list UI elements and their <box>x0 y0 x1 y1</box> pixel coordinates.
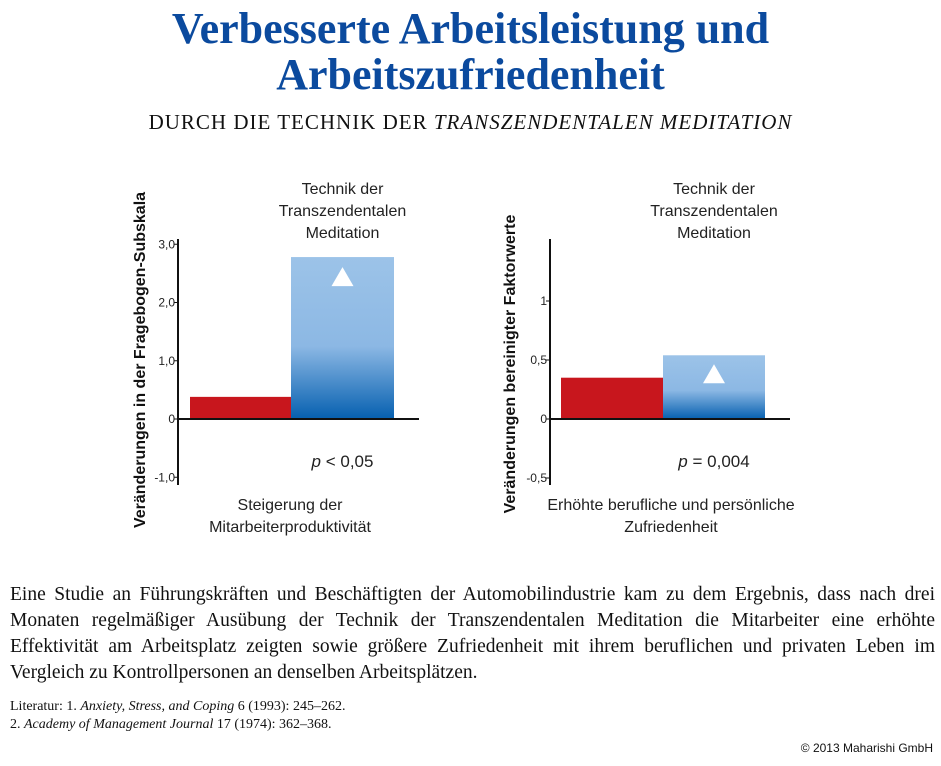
y-tick-label: 1 <box>540 294 547 308</box>
bar-control <box>561 377 663 419</box>
bar-label-line: Meditation <box>677 225 751 242</box>
y-tick-label: 0 <box>540 412 547 426</box>
x-axis-label-line: Erhöhte berufliche und persönliche <box>547 497 794 514</box>
ref2-rest: 17 (1974): 362–368. <box>213 717 332 732</box>
bar-label-line: Transzendentalen <box>279 203 407 220</box>
ref-prefix: Literatur: 1. <box>10 699 81 714</box>
title-line-2: Arbeitszufriedenheit <box>276 50 665 99</box>
ref1-title: Anxiety, Stress, and Coping <box>80 699 235 714</box>
y-tick-label: 3,0 <box>158 237 175 251</box>
bar-label-line: Technik der <box>673 181 755 198</box>
study-description: Eine Studie an Führungskräften und Besch… <box>10 584 935 683</box>
ref2-prefix: 2. <box>10 717 24 732</box>
y-tick-label: 0,5 <box>530 353 547 367</box>
x-axis-label-line: Zufriedenheit <box>624 519 718 536</box>
bar-label-line: Meditation <box>306 225 380 242</box>
x-axis-label-line: Mitarbeiterproduktivität <box>209 519 371 536</box>
y-tick-label: 0 <box>168 412 175 426</box>
ref2-title: Academy of Management Journal <box>24 717 214 732</box>
ref1-rest: 6 (1993): 245–262. <box>234 699 346 714</box>
triangle-icon <box>703 364 725 384</box>
reference-2: 2. Academy of Management Journal 17 (197… <box>10 717 332 733</box>
p-value: p < 0,05 <box>311 452 374 471</box>
triangle-icon <box>331 267 354 287</box>
y-tick-label: 2,0 <box>158 296 175 310</box>
p-symbol: p <box>311 452 321 471</box>
title-line-1: Verbesserte Arbeitsleistung und <box>171 4 770 53</box>
p-text: < 0,05 <box>321 452 373 471</box>
subtitle-prefix: durch die Technik der <box>148 110 434 134</box>
y-tick-label: -0,5 <box>526 471 547 485</box>
p-value: p = 0,004 <box>677 452 749 471</box>
charts: 3,0 2,0 1,0 0 -1,0 Veränderungen in der Frage… <box>132 181 795 536</box>
p-symbol: p <box>677 452 687 471</box>
p-text: = 0,004 <box>688 452 750 471</box>
reference-1: Literatur: 1. Anxiety, Stress, and Copin… <box>10 699 345 715</box>
y-axis-label: Veränderungen bereinigter Faktorwerte <box>502 215 519 514</box>
x-axis-label-line: Steigerung der <box>238 497 344 514</box>
bar-label-line: Technik der <box>302 181 384 198</box>
bar-label-line: Transzendentalen <box>650 203 778 220</box>
copyright: © 2013 Maharishi GmbH <box>800 741 933 755</box>
subtitle-italic: Transzendentalen Meditation <box>433 110 793 134</box>
y-tick-label: -1,0 <box>154 470 175 484</box>
bar-control <box>190 396 291 419</box>
subtitle: durch die Technik der Transzendentalen M… <box>0 110 941 135</box>
y-tick-label: 1,0 <box>158 354 175 368</box>
y-axis-label: Veränderungen in der Fragebogen-Subskala <box>132 192 149 528</box>
